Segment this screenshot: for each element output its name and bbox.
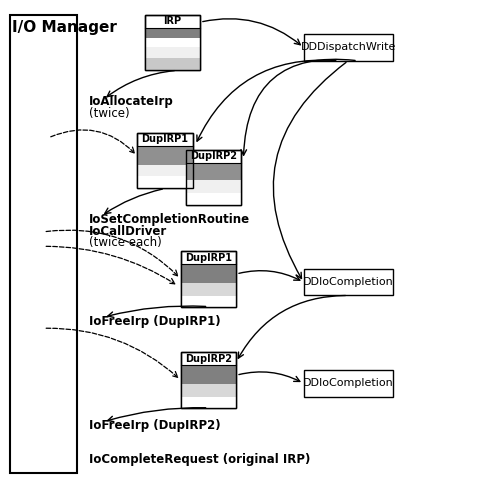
Text: I/O Manager: I/O Manager <box>12 19 117 34</box>
Bar <box>145 15 200 71</box>
Bar <box>137 165 193 176</box>
Text: DDDispatchWrite: DDDispatchWrite <box>301 43 396 53</box>
Bar <box>181 353 236 408</box>
Text: DupIRP2: DupIRP2 <box>185 354 232 364</box>
Bar <box>186 150 241 205</box>
Bar <box>186 163 241 180</box>
Bar <box>181 296 236 307</box>
Bar <box>186 193 241 205</box>
Bar <box>145 47 200 57</box>
Bar <box>137 133 193 188</box>
Bar <box>304 269 393 296</box>
Bar <box>137 176 193 188</box>
Text: DupIRP2: DupIRP2 <box>190 151 237 161</box>
Bar <box>304 370 393 397</box>
Text: DupIRP1: DupIRP1 <box>185 253 232 263</box>
Text: DDIoCompletion: DDIoCompletion <box>303 379 394 388</box>
Text: IoFreeIrp (DupIRP2): IoFreeIrp (DupIRP2) <box>89 419 221 432</box>
Bar <box>181 251 236 307</box>
Bar <box>145 28 200 38</box>
Text: DDIoCompletion: DDIoCompletion <box>303 277 394 287</box>
Text: IRP: IRP <box>163 16 181 27</box>
Text: (twice each): (twice each) <box>89 237 162 249</box>
Bar <box>10 15 77 473</box>
Bar <box>181 283 236 296</box>
Bar <box>181 251 236 307</box>
Text: (twice): (twice) <box>89 107 130 120</box>
Bar <box>145 57 200 71</box>
Bar <box>181 397 236 408</box>
Bar <box>181 264 236 283</box>
Text: DupIRP1: DupIRP1 <box>142 134 188 144</box>
Bar <box>145 15 200 71</box>
Text: IoAllocateIrp: IoAllocateIrp <box>89 95 174 108</box>
Bar <box>137 133 193 188</box>
Bar <box>181 353 236 408</box>
Bar <box>304 34 393 61</box>
Text: IoCompleteRequest (original IRP): IoCompleteRequest (original IRP) <box>89 453 310 466</box>
Bar <box>137 146 193 165</box>
Bar <box>181 365 236 384</box>
Text: IoSetCompletionRoutine: IoSetCompletionRoutine <box>89 213 250 227</box>
Bar <box>186 150 241 205</box>
Bar <box>181 384 236 397</box>
Bar <box>145 38 200 47</box>
Text: IoFreeIrp (DupIRP1): IoFreeIrp (DupIRP1) <box>89 314 221 327</box>
Bar <box>186 180 241 193</box>
Text: IoCallDriver: IoCallDriver <box>89 225 167 238</box>
